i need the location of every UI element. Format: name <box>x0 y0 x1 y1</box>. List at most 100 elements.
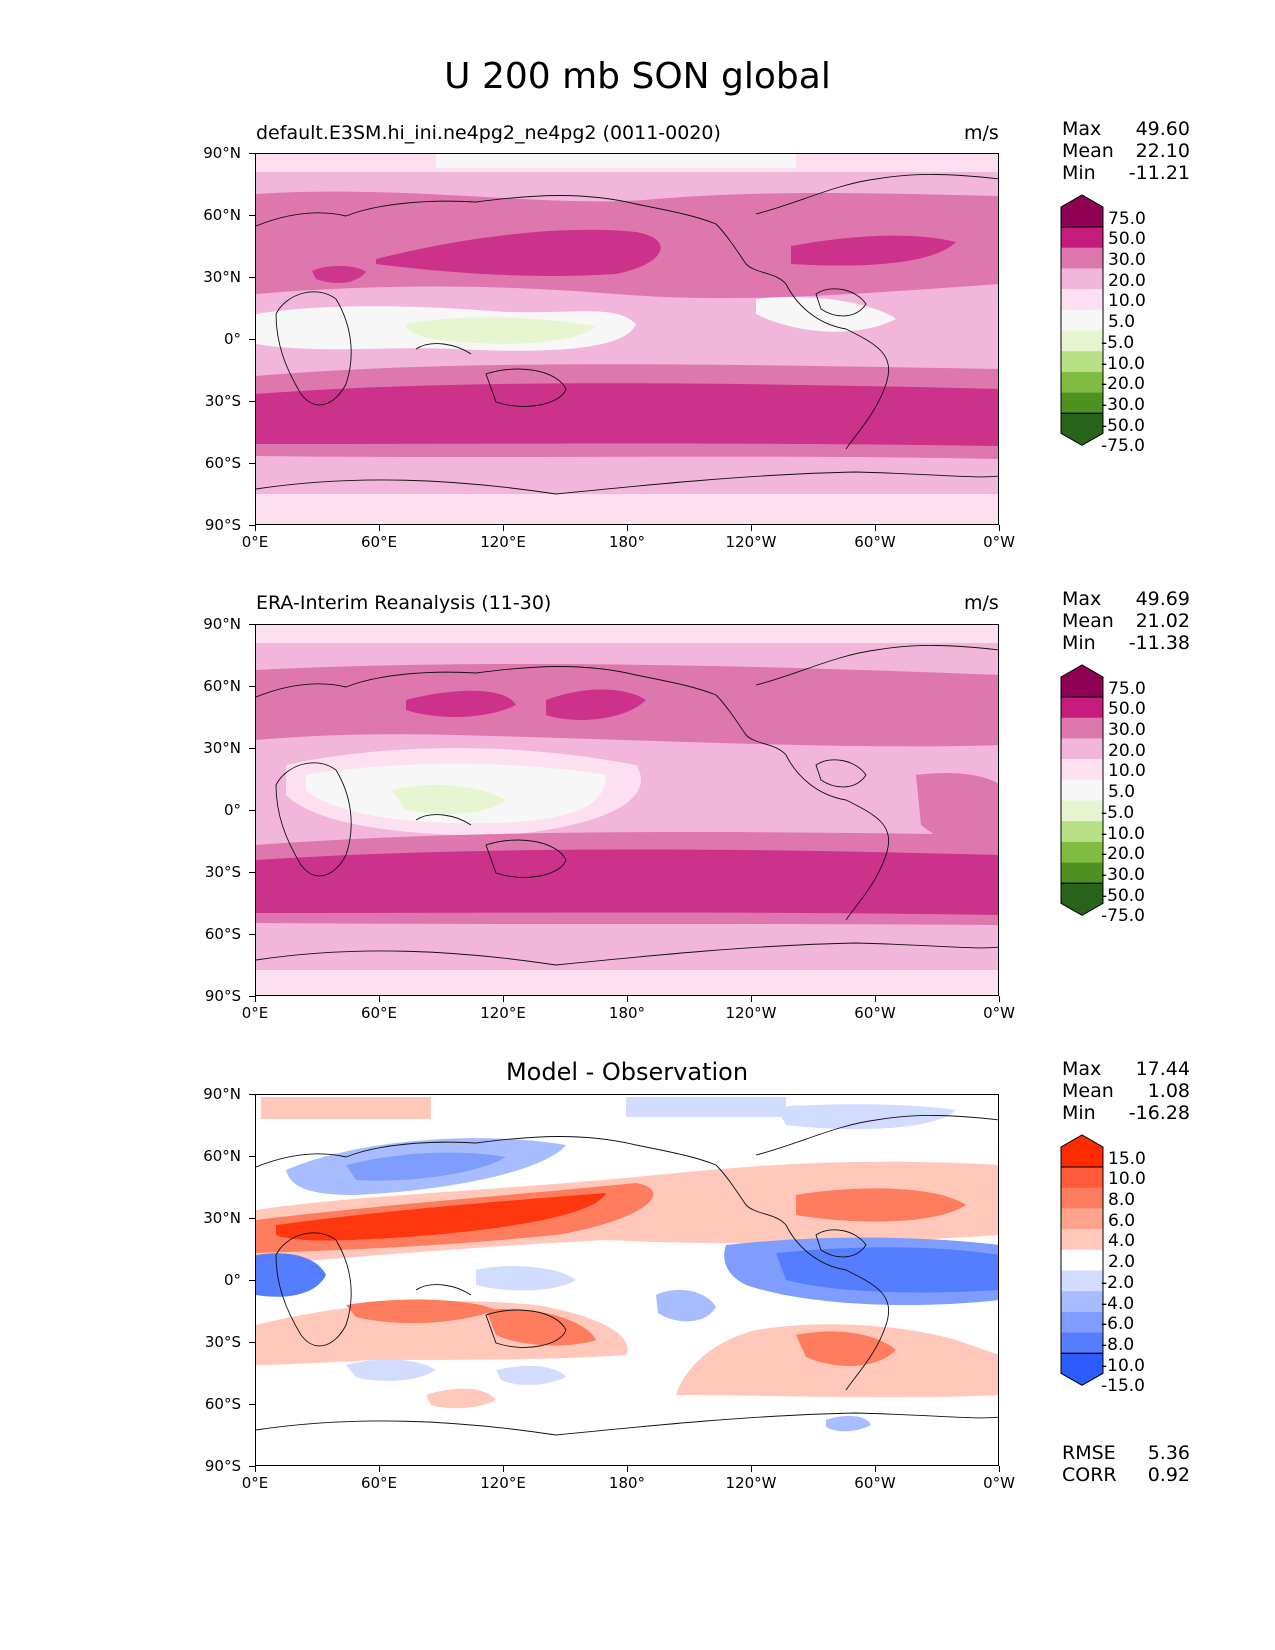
stat-rmse: 5.36 <box>1147 1442 1190 1464</box>
colorbar-swatch <box>1061 759 1103 781</box>
colorbar-extension-bottom <box>1060 1352 1104 1386</box>
lon-tick <box>503 525 505 531</box>
lon-tick <box>751 1466 753 1472</box>
lat-tick-label: 60°S <box>204 454 241 472</box>
lon-tick-label: 180° <box>608 1004 646 1022</box>
stat-max: 49.60 <box>1135 118 1190 140</box>
colorbar-level-label: -75.0 <box>1101 906 1145 927</box>
lon-tick-label: 120°W <box>725 1004 777 1022</box>
colorbar-level-label: -20.0 <box>1101 374 1145 395</box>
panel-title: Model - Observation <box>505 1058 749 1086</box>
stats-box: Max 17.44 Mean 1.08 Min -16.28 <box>1062 1058 1190 1124</box>
colorbar-swatch <box>1061 779 1103 801</box>
colorbar-extension-top <box>1060 1134 1104 1168</box>
stat-label: Mean <box>1062 1080 1114 1102</box>
stats-box: Max 49.69 Mean 21.02 Min -11.38 <box>1062 588 1190 654</box>
colorbar-level-label: 10.0 <box>1108 1169 1146 1190</box>
lat-tick <box>249 810 255 812</box>
colorbar-level-label: -10.0 <box>1101 823 1145 844</box>
colorbar-swatch <box>1061 392 1103 414</box>
lat-tick <box>249 1218 255 1220</box>
colorbar-level-label: -15.0 <box>1101 1376 1145 1397</box>
stats-box: Max 49.60 Mean 22.10 Min -11.21 <box>1062 118 1190 184</box>
lat-tick <box>249 525 255 527</box>
colorbar-extension-bottom <box>1060 882 1104 916</box>
stat-mean: 21.02 <box>1135 610 1190 632</box>
lon-tick <box>255 996 257 1002</box>
stat-label: Min <box>1062 162 1096 184</box>
colorbar <box>1060 1134 1104 1386</box>
colorbar-swatch <box>1061 841 1103 864</box>
stat-label: Mean <box>1062 140 1114 162</box>
lat-tick-label: 90°S <box>204 987 241 1005</box>
lat-tick <box>249 1094 255 1096</box>
colorbar-level-label: -30.0 <box>1101 394 1145 415</box>
stat-label: Min <box>1062 1102 1096 1124</box>
lon-tick-label: 60°E <box>360 1004 398 1022</box>
stat-label: Max <box>1062 118 1102 140</box>
colorbar-level-label: 15.0 <box>1108 1148 1146 1169</box>
lat-tick-label: 30°S <box>204 863 241 881</box>
lat-tick <box>249 872 255 874</box>
lat-tick-label: 60°S <box>204 1395 241 1413</box>
colorbar-swatch <box>1061 351 1103 373</box>
lon-tick-label: 120°W <box>725 533 777 551</box>
lon-tick-label: 0°E <box>241 1474 269 1492</box>
colorbar-level-label: -8.0 <box>1101 1334 1135 1355</box>
lat-tick-label: 90°N <box>203 615 241 633</box>
difference-map <box>255 1094 999 1466</box>
lon-tick <box>627 996 629 1002</box>
lat-tick <box>249 277 255 279</box>
stat-min: -11.38 <box>1128 632 1190 654</box>
lon-tick-label: 0°W <box>983 1004 1015 1022</box>
colorbar-level-label: 4.0 <box>1108 1231 1136 1252</box>
lat-tick <box>249 215 255 217</box>
colorbar-swatch <box>1061 697 1103 719</box>
colorbar-level-label: 20.0 <box>1108 740 1146 761</box>
stat-label: Min <box>1062 632 1096 654</box>
lon-tick <box>627 525 629 531</box>
colorbar-swatch <box>1061 1167 1103 1189</box>
colorbar-level-label: 75.0 <box>1108 678 1146 699</box>
colorbar-swatch <box>1061 309 1103 331</box>
lat-tick-label: 60°S <box>204 925 241 943</box>
colorbar-level-label: 8.0 <box>1108 1190 1136 1211</box>
colorbar-frame <box>1060 226 1104 414</box>
colorbar-swatch <box>1061 1187 1103 1209</box>
colorbar-level-label: 5.0 <box>1108 782 1136 803</box>
colorbar-swatch <box>1061 1208 1103 1230</box>
colorbar-swatch <box>1061 1270 1103 1292</box>
lat-tick-label: 30°S <box>204 392 241 410</box>
lon-tick <box>999 1466 1001 1472</box>
lat-tick <box>249 463 255 465</box>
stat-label: Max <box>1062 588 1102 610</box>
lon-tick <box>379 996 381 1002</box>
lon-tick <box>751 996 753 1002</box>
lon-tick-label: 0°W <box>983 1474 1015 1492</box>
lon-tick <box>627 1466 629 1472</box>
lon-tick-label: 60°E <box>360 1474 398 1492</box>
lon-tick <box>875 525 877 531</box>
lon-tick-label: 0°E <box>241 1004 269 1022</box>
reference-map <box>255 624 999 996</box>
lat-tick-label: 60°N <box>203 1147 241 1165</box>
lon-tick-label: 60°W <box>854 1474 896 1492</box>
lon-tick-label: 120°E <box>480 1474 526 1492</box>
lat-tick-label: 90°S <box>204 1457 241 1475</box>
lat-tick <box>249 1404 255 1406</box>
lon-tick <box>379 525 381 531</box>
colorbar-level-label: -10.0 <box>1101 1355 1145 1376</box>
stat-label: Mean <box>1062 610 1114 632</box>
lon-tick-label: 0°W <box>983 533 1015 551</box>
lat-tick <box>249 401 255 403</box>
lat-tick-label: 30°N <box>203 1209 241 1227</box>
lat-tick-label: 30°S <box>204 1333 241 1351</box>
panel-title: default.E3SM.hi_ini.ne4pg2_ne4pg2 (0011-… <box>256 122 721 144</box>
stat-label: RMSE <box>1062 1442 1116 1464</box>
colorbar-swatch <box>1061 289 1103 311</box>
stat-mean: 1.08 <box>1147 1080 1190 1102</box>
panel-title: ERA-Interim Reanalysis (11-30) <box>256 592 552 614</box>
colorbar-swatch <box>1061 862 1103 884</box>
colorbar-swatch <box>1061 268 1103 290</box>
colorbar-level-label: -30.0 <box>1101 864 1145 885</box>
